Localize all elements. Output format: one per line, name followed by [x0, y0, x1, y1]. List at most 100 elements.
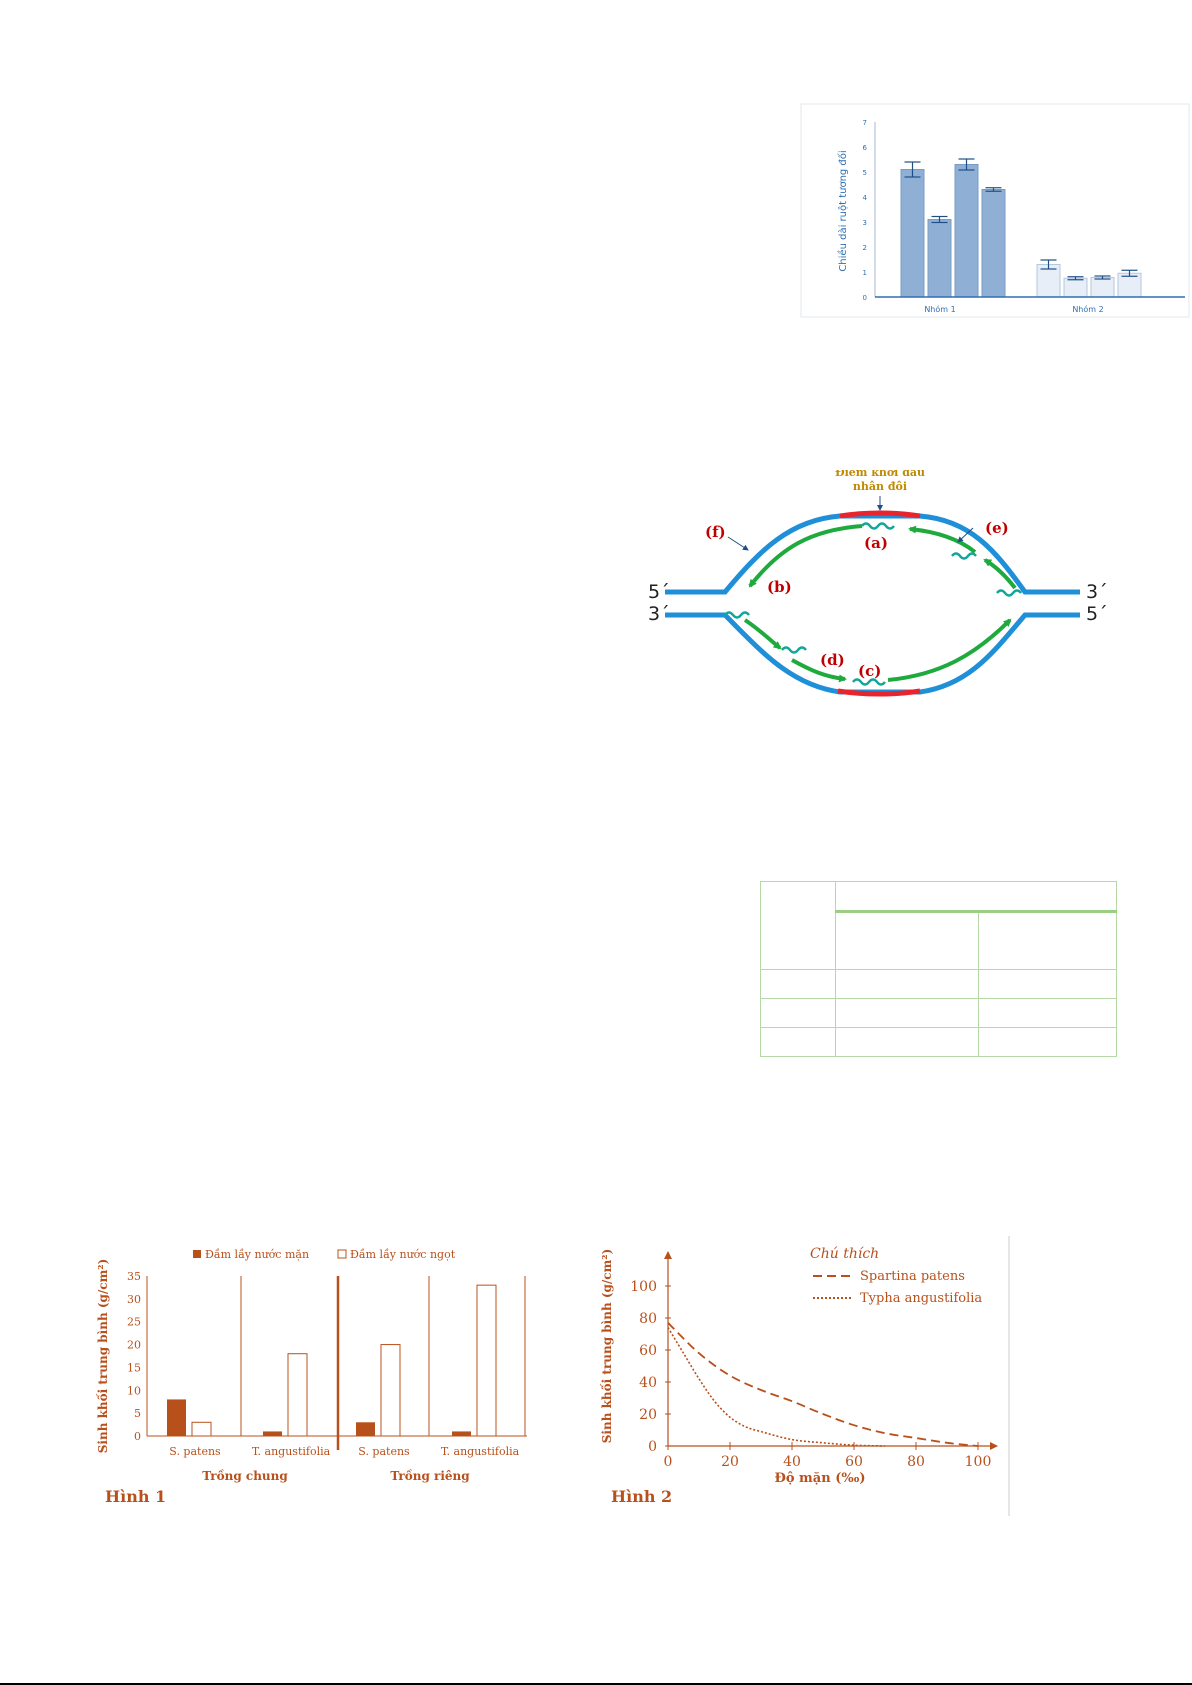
y-tick-label: 20 — [639, 1407, 657, 1423]
hinh-1-chart: Đầm lầy nước mặn Đầm lầy nước ngọt 0 5 10 1… — [95, 1248, 527, 1506]
data-table — [760, 881, 1117, 1057]
table-cell — [835, 1027, 979, 1057]
lagging-fragment-bottom-left-1 — [743, 618, 782, 650]
y-tick-label: 5 — [134, 1407, 141, 1420]
y-tick-label: 40 — [639, 1375, 657, 1391]
leading-strand-bottom-right — [887, 618, 1012, 682]
x-tick-label: 20 — [721, 1454, 739, 1470]
origin-label-2: nhân đôi — [853, 480, 907, 493]
table-cell — [760, 998, 836, 1028]
x-tick-label: 80 — [907, 1454, 925, 1470]
primer-left — [724, 611, 750, 619]
primer-right — [996, 589, 1022, 597]
primer-a — [861, 522, 895, 530]
x-category-label-1: Nhóm 1 — [924, 304, 955, 314]
primer-d — [781, 646, 807, 654]
x-tick-label: 100 — [965, 1454, 992, 1470]
section-label-trong-rieng: Trồng riêng — [390, 1468, 470, 1483]
origin-segment-top — [839, 510, 921, 519]
legend-swatch-fresh — [337, 1249, 347, 1259]
label-f: (f) — [705, 523, 726, 541]
y-tick-label: 80 — [639, 1311, 657, 1327]
bar — [1090, 277, 1115, 298]
legend-title: Chú thích — [810, 1246, 879, 1262]
legend-label-fresh: Đầm lầy nước ngọt — [350, 1248, 456, 1261]
table-cell — [760, 969, 836, 999]
table-cell — [835, 998, 979, 1028]
bar-fresh — [476, 1284, 497, 1437]
line-series — [667, 1322, 979, 1447]
end-label-top-right: 3´ — [1086, 581, 1108, 603]
category-label: T. angustifolia — [252, 1445, 331, 1458]
bar-fresh — [191, 1421, 212, 1437]
y-tick-label: 7 — [863, 119, 867, 127]
y-tick-label: 1 — [863, 269, 867, 277]
label-c: (c) — [858, 662, 881, 680]
y-tick-label: 30 — [127, 1293, 141, 1306]
y-tick-label: 25 — [127, 1316, 141, 1329]
bar — [927, 219, 952, 298]
table-cell — [978, 1027, 1117, 1057]
y-tick-label: 0 — [863, 294, 867, 302]
y-axis-label: Sinh khối trung bình (g/cm²) — [599, 1249, 614, 1443]
table-cell — [978, 998, 1117, 1028]
y-tick-label: 10 — [127, 1384, 141, 1397]
end-label-bottom-left: 3´ — [648, 603, 670, 625]
table-cell — [760, 1027, 836, 1057]
x-tick-label: 40 — [783, 1454, 801, 1470]
lagging-fragment-bottom-left-2 — [791, 658, 847, 683]
legend-label-typha: Typha angustifolia — [860, 1291, 982, 1306]
y-tick-label: 0 — [648, 1439, 657, 1455]
bar-fresh — [287, 1353, 308, 1437]
table-cell — [978, 969, 1117, 999]
section-label-trong-chung: Trồng chung — [202, 1468, 288, 1483]
table-cell — [835, 969, 979, 999]
origin-segment-bottom — [837, 688, 921, 697]
x-tick-label: 0 — [664, 1454, 673, 1470]
y-tick-labels: 0 5 10 15 20 25 30 35 — [127, 1270, 141, 1443]
bar — [900, 169, 925, 298]
y-tick-label: 6 — [863, 144, 868, 152]
x-category-label-2: Nhóm 2 — [1072, 304, 1103, 314]
hinh-2-chart: 0 20 40 60 80 100 0 20 40 60 80 100 Sinh khối trung… — [599, 1236, 1010, 1516]
lagging-fragment-top-right-2 — [983, 558, 1017, 590]
end-label-top-left: 5´ — [648, 581, 670, 603]
pointer-f — [727, 536, 749, 551]
category-label: S. patens — [169, 1445, 221, 1458]
bar — [954, 164, 979, 298]
label-d: (d) — [820, 651, 845, 669]
table-subheader-2 — [978, 911, 1117, 970]
bar-salt — [263, 1431, 282, 1436]
table-subheader-1 — [835, 911, 979, 970]
x-tick-label: 60 — [845, 1454, 863, 1470]
series-line-spartina — [667, 1322, 979, 1447]
page-bottom-rule — [0, 1683, 1192, 1685]
leading-strand-top-left — [748, 524, 863, 588]
y-tick-label: 3 — [863, 219, 867, 227]
y-tick-label: 100 — [630, 1279, 657, 1295]
y-tick-label: 2 — [863, 244, 867, 252]
y-tick-label: 15 — [127, 1361, 141, 1374]
relative-length-chart: 0 1 2 3 4 5 6 7 Chiều dài ruột tương đối Nhóm 1… — [800, 103, 1190, 318]
label-b: (b) — [767, 578, 792, 596]
legend-label-spartina: Spartina patens — [860, 1269, 965, 1284]
label-a: (a) — [864, 534, 888, 552]
y-tick-label: 5 — [863, 169, 867, 177]
y-tick-label: 4 — [863, 194, 868, 202]
bar-series — [167, 1284, 497, 1437]
y-axis-label: Chiều dài ruột tương đối — [837, 150, 849, 271]
table-corner-cell — [760, 881, 836, 970]
bar-salt — [452, 1431, 471, 1436]
bar — [1063, 277, 1088, 298]
label-e: (e) — [985, 519, 1009, 537]
figure-caption: Hình 2 — [611, 1487, 672, 1506]
bar-fresh — [380, 1344, 401, 1437]
tick-labels: 0 20 40 60 80 100 0 20 40 60 80 100 — [630, 1279, 991, 1470]
table-group-header — [835, 881, 1117, 913]
y-axis-label: Sinh khối trung bình (g/cm²) — [95, 1259, 110, 1453]
dna-replication-diagram: Điểm khởi đầu nhân đôi (a) (b) (c) (d) (… — [648, 470, 1108, 697]
end-label-bottom-right: 5´ — [1086, 603, 1108, 625]
bar-salt — [356, 1422, 375, 1436]
figure-caption: Hình 1 — [105, 1487, 166, 1506]
x-axis-label: Độ mặn (‰) — [774, 1471, 865, 1486]
